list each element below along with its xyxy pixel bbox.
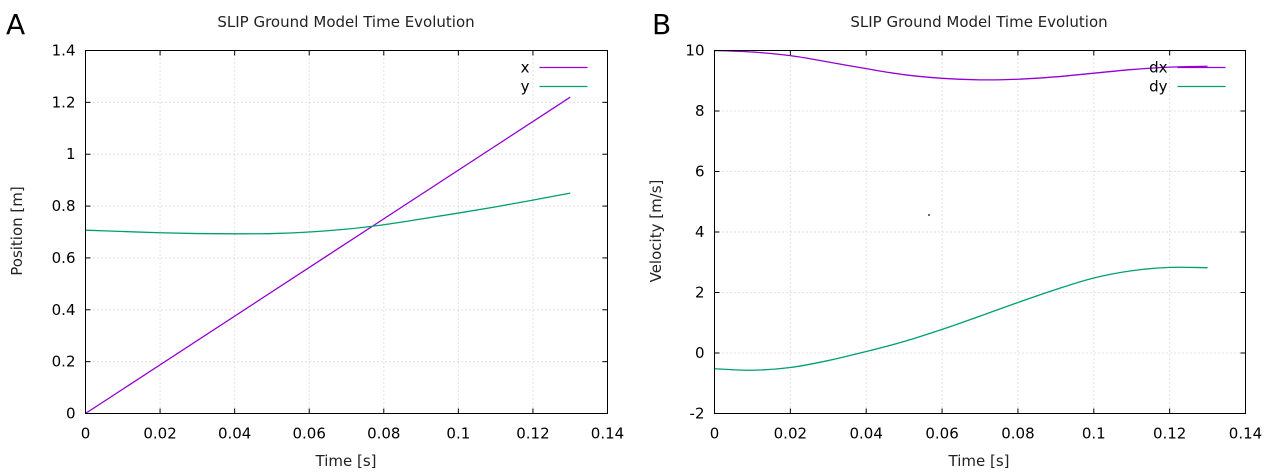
panel-a-title: SLIP Ground Model Time Evolution [217, 13, 474, 31]
panel-b-xtick-label: 0.14 [1229, 425, 1262, 443]
panel-b-ytick-label: 6 [695, 163, 705, 181]
panel-a-series-x-line [85, 96, 571, 415]
panel-a-xtick-label: 0.1 [446, 425, 470, 443]
panel-a-series-y-line [85, 192, 571, 235]
panel-b-series [714, 49, 1208, 371]
panel-a-ytick-label: 0.2 [52, 353, 76, 371]
panel-a-grid [85, 50, 608, 414]
panel-b-legend-label-dy: dy [1149, 78, 1168, 96]
panel-b: B SLIP Ground Model Time Evolution Time … [647, 8, 1262, 470]
panel-b-xtick-label: 0 [710, 425, 720, 443]
panel-a-letter: A [6, 8, 25, 41]
panel-b-xtick-label: 0.1 [1082, 425, 1106, 443]
panel-b-frame [714, 50, 1246, 414]
panel-a-xtick-label: 0.04 [218, 425, 251, 443]
panel-b-ytick-label: 2 [695, 284, 705, 302]
panel-b-ytick-label: -2 [690, 405, 705, 423]
panel-b-series-dy-line [714, 266, 1208, 371]
panel-a-ytick-label: 0 [66, 405, 76, 423]
panel-b-grid [714, 50, 1246, 414]
panel-a-ytick-label: 0.6 [52, 249, 76, 267]
panel-b-series-dx-line [714, 49, 1208, 81]
panel-a-xtick-label: 0.08 [367, 425, 400, 443]
panel-a-legend-label-x: x [521, 59, 530, 77]
panel-a-ytick-label: 1.4 [52, 42, 76, 60]
panel-a-ylabel: Position [m] [8, 186, 26, 276]
panel-a-ytick-label: 0.8 [52, 197, 76, 215]
panel-b-legend-label-dx: dx [1149, 59, 1168, 77]
panel-b-xtick-label: 0.06 [925, 425, 958, 443]
panel-b-xtick-label: 0.08 [1001, 425, 1034, 443]
panel-a-xtick-label: 0.12 [516, 425, 549, 443]
panel-a-legend-label-y: y [521, 78, 530, 96]
panel-b-title: SLIP Ground Model Time Evolution [850, 13, 1107, 31]
panel-a-ytick-label: 1.2 [52, 93, 76, 111]
panel-b-ytick-label: 0 [695, 344, 705, 362]
panel-a-xtick-label: 0 [81, 425, 91, 443]
panel-a-xtick-label: 0.14 [591, 425, 624, 443]
panel-b-ytick-label: 4 [695, 223, 705, 241]
panel-a: A SLIP Ground Model Time Evolution Time … [6, 8, 624, 470]
panel-a-xtick-label: 0.06 [293, 425, 326, 443]
panel-b-ytick-label: 10 [685, 42, 704, 60]
panel-a-frame [85, 50, 608, 414]
panel-b-xtick-label: 0.12 [1153, 425, 1186, 443]
panel-b-ticks: 0 0.02 0.04 0.06 0.08 0.1 0.12 0.14 -2 0 2 4 6 8 10 [685, 42, 1262, 443]
panel-b-ylabel: Velocity [m/s] [647, 180, 665, 283]
panel-b-letter: B [652, 8, 671, 41]
panel-a-ticks: 0 0.02 0.04 0.06 0.08 0.1 0.12 0.14 0 0.2 0.4 0.6 0.… [52, 42, 625, 443]
panel-b-ytick-label: 8 [695, 102, 705, 120]
panel-a-legend: xy [521, 59, 588, 96]
panel-a-xlabel: Time [s] [315, 452, 377, 470]
panel-a-series [85, 96, 571, 415]
panel-a-xtick-label: 0.02 [143, 425, 176, 443]
stray-dot [928, 214, 930, 216]
panel-a-ytick-label: 0.4 [52, 301, 76, 319]
panel-b-xtick-label: 0.04 [850, 425, 883, 443]
panel-a-ytick-label: 1 [66, 145, 76, 163]
panel-b-xlabel: Time [s] [948, 452, 1010, 470]
panel-b-xtick-label: 0.02 [774, 425, 807, 443]
